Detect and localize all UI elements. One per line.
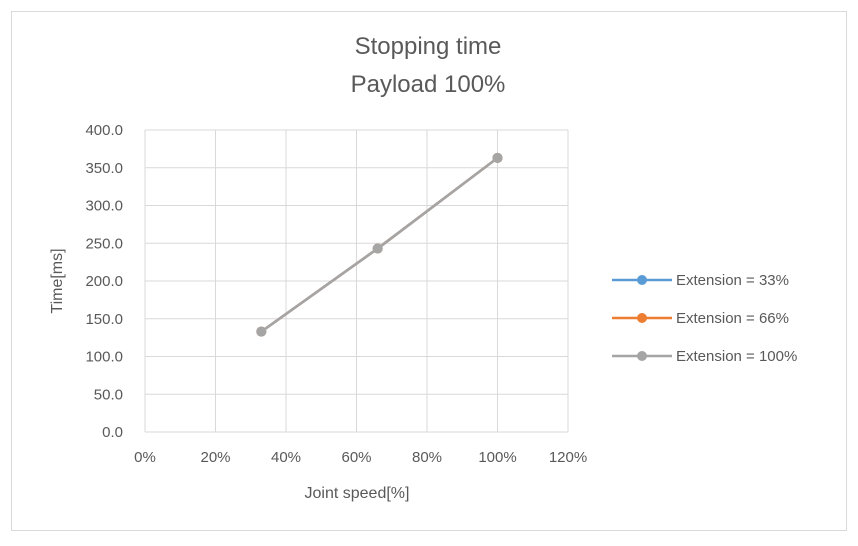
legend-label: Extension = 66% xyxy=(676,310,789,327)
x-tick-label: 120% xyxy=(549,449,587,466)
y-tick-label: 400.0 xyxy=(85,122,123,139)
legend-marker xyxy=(637,351,647,361)
y-tick-label: 250.0 xyxy=(85,235,123,252)
x-tick-label: 100% xyxy=(478,449,516,466)
data-point xyxy=(492,152,503,163)
x-tick-label: 20% xyxy=(200,449,230,466)
chart-frame xyxy=(11,11,847,531)
legend-label: Extension = 100% xyxy=(676,348,797,365)
x-tick-label: 60% xyxy=(341,449,371,466)
x-axis-label: Joint speed[%] xyxy=(305,485,410,502)
chart-subtitle: Payload 100% xyxy=(351,71,506,98)
y-tick-label: 350.0 xyxy=(85,160,123,177)
data-point xyxy=(372,243,383,254)
y-tick-label: 200.0 xyxy=(85,273,123,290)
legend-marker xyxy=(637,275,647,285)
y-tick-label: 50.0 xyxy=(94,386,123,403)
y-tick-label: 0.0 xyxy=(102,424,123,441)
x-tick-label: 40% xyxy=(271,449,301,466)
legend-marker xyxy=(637,313,647,323)
legend-label: Extension = 33% xyxy=(676,272,789,289)
data-point xyxy=(256,326,267,337)
y-tick-label: 100.0 xyxy=(85,349,123,366)
chart-title: Stopping time xyxy=(355,33,502,60)
x-tick-label: 0% xyxy=(134,449,156,466)
y-axis-label: Time[ms] xyxy=(49,248,66,313)
y-tick-label: 300.0 xyxy=(85,198,123,215)
y-tick-label: 150.0 xyxy=(85,311,123,328)
x-tick-label: 80% xyxy=(412,449,442,466)
